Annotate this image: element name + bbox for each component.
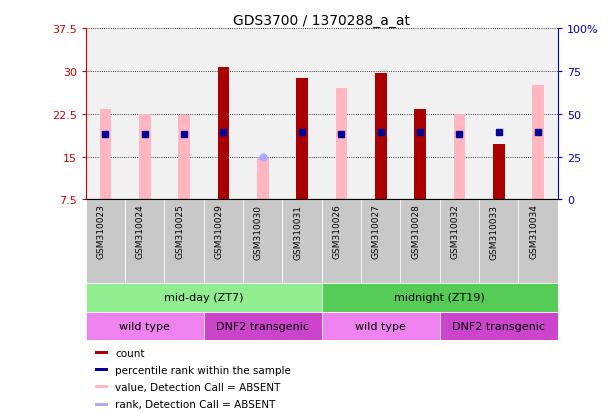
Bar — [95, 403, 108, 406]
Text: mid-day (ZT7): mid-day (ZT7) — [164, 293, 243, 303]
Bar — [204, 29, 243, 200]
Bar — [283, 29, 322, 200]
Text: GSM310026: GSM310026 — [332, 204, 341, 259]
Text: rank, Detection Call = ABSENT: rank, Detection Call = ABSENT — [115, 399, 275, 409]
Text: GSM310030: GSM310030 — [254, 204, 263, 259]
Text: GSM310023: GSM310023 — [96, 204, 105, 259]
Text: GSM310032: GSM310032 — [451, 204, 460, 259]
Bar — [86, 283, 322, 312]
Bar — [322, 283, 558, 312]
Bar — [322, 200, 361, 283]
Text: GSM310025: GSM310025 — [175, 204, 184, 259]
Bar — [479, 200, 519, 283]
Text: count: count — [115, 348, 145, 358]
Text: GSM310034: GSM310034 — [529, 204, 538, 259]
Bar — [414, 110, 426, 200]
Text: GSM310029: GSM310029 — [215, 204, 224, 259]
Bar — [400, 29, 440, 200]
Bar — [440, 312, 558, 340]
Bar — [361, 29, 400, 200]
Bar — [86, 200, 125, 283]
Bar — [361, 200, 400, 283]
Bar — [454, 114, 465, 200]
Bar — [139, 114, 151, 200]
Bar — [440, 200, 479, 283]
Text: value, Detection Call = ABSENT: value, Detection Call = ABSENT — [115, 382, 281, 392]
Bar — [400, 200, 440, 283]
Bar — [243, 200, 283, 283]
Bar — [204, 200, 243, 283]
Text: GSM310031: GSM310031 — [293, 204, 302, 259]
Text: midnight (ZT19): midnight (ZT19) — [394, 293, 485, 303]
Text: GSM310027: GSM310027 — [372, 204, 381, 259]
Bar — [86, 29, 125, 200]
Bar — [493, 145, 504, 200]
Bar — [95, 385, 108, 389]
Bar — [519, 200, 558, 283]
Bar — [218, 68, 229, 200]
Bar — [440, 29, 479, 200]
Bar — [375, 74, 387, 200]
Title: GDS3700 / 1370288_a_at: GDS3700 / 1370288_a_at — [234, 14, 410, 28]
Text: DNF2 transgenic: DNF2 transgenic — [216, 321, 310, 331]
Bar — [125, 200, 164, 283]
Text: wild type: wild type — [120, 321, 170, 331]
Bar — [95, 351, 108, 354]
Bar — [164, 29, 204, 200]
Text: GSM310024: GSM310024 — [136, 204, 145, 259]
Bar — [204, 312, 322, 340]
Bar — [519, 29, 558, 200]
Bar — [95, 368, 108, 371]
Bar — [164, 200, 204, 283]
Bar — [178, 116, 190, 200]
Bar — [296, 78, 308, 200]
Text: GSM310028: GSM310028 — [411, 204, 420, 259]
Bar — [532, 86, 544, 200]
Bar — [322, 29, 361, 200]
Bar — [86, 312, 204, 340]
Bar — [257, 158, 268, 200]
Bar — [99, 110, 112, 200]
Bar — [243, 29, 283, 200]
Text: DNF2 transgenic: DNF2 transgenic — [452, 321, 546, 331]
Bar — [322, 312, 440, 340]
Text: percentile rank within the sample: percentile rank within the sample — [115, 365, 291, 375]
Bar — [283, 200, 322, 283]
Bar — [125, 29, 164, 200]
Text: GSM310033: GSM310033 — [490, 204, 499, 259]
Text: wild type: wild type — [356, 321, 406, 331]
Bar — [335, 89, 348, 200]
Bar — [479, 29, 519, 200]
